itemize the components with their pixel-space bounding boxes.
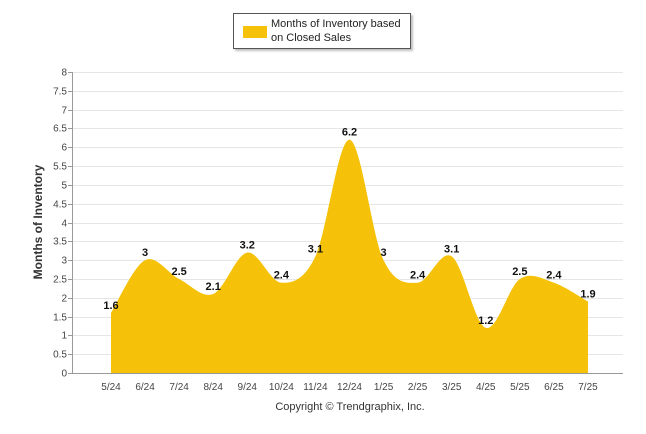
data-label: 2.4 <box>410 270 426 282</box>
x-tick-label: 5/24 <box>101 382 121 393</box>
x-tick-label: 4/25 <box>476 382 496 393</box>
y-axis-label: Months of Inventory <box>31 164 45 280</box>
y-tick-label: 7 <box>61 106 67 117</box>
data-label: 2.5 <box>512 266 527 278</box>
y-tick-label: 3.5 <box>53 237 67 248</box>
x-tick-label: 7/25 <box>578 382 598 393</box>
y-tick-label: 5 <box>61 181 67 192</box>
x-tick-label: 8/24 <box>203 382 223 393</box>
y-tick-label: 4.5 <box>53 200 67 211</box>
x-tick-label: 12/24 <box>337 382 362 393</box>
copyright-text: Copyright © Trendgraphix, Inc. <box>275 401 425 413</box>
y-tick-label: 1 <box>61 331 67 342</box>
y-tick-label: 6 <box>61 143 67 154</box>
y-tick-label: 6.5 <box>53 124 67 135</box>
series-area <box>111 139 588 373</box>
data-label: 2.4 <box>546 270 562 282</box>
data-label: 3.1 <box>444 243 459 255</box>
data-label: 3 <box>380 247 386 259</box>
x-tick-label: 6/24 <box>135 382 155 393</box>
data-label: 1.6 <box>103 300 118 312</box>
x-tick-label: 3/25 <box>442 382 462 393</box>
y-tick-label: 3 <box>61 256 67 267</box>
x-tick-label: 6/25 <box>544 382 564 393</box>
x-tick-label: 10/24 <box>269 382 294 393</box>
data-label: 1.2 <box>478 315 493 327</box>
data-label: 2.5 <box>171 266 186 278</box>
y-tick-label: 5.5 <box>53 162 67 173</box>
data-label: 3 <box>142 247 148 259</box>
y-tick-label: 7.5 <box>53 87 67 98</box>
x-tick-label: 1/25 <box>374 382 394 393</box>
data-label: 2.4 <box>274 270 290 282</box>
y-tick-label: 1.5 <box>53 313 67 324</box>
x-tick-label: 5/25 <box>510 382 530 393</box>
legend-label: Months of Inventory based on Closed Sale… <box>271 18 401 44</box>
y-tick-label: 0 <box>61 369 67 380</box>
y-tick-label: 2 <box>61 294 67 305</box>
y-tick-label: 4 <box>61 219 67 230</box>
x-tick-label: 7/24 <box>169 382 189 393</box>
data-label: 6.2 <box>342 127 357 139</box>
legend: Months of Inventory based on Closed Sale… <box>233 13 411 49</box>
data-label: 1.9 <box>580 289 595 301</box>
x-tick-label: 2/25 <box>408 382 428 393</box>
data-label: 3.1 <box>308 243 323 255</box>
y-tick-label: 2.5 <box>53 275 67 286</box>
y-tick-label: 0.5 <box>53 350 67 361</box>
data-label: 2.1 <box>206 281 221 293</box>
x-tick-label: 9/24 <box>238 382 258 393</box>
y-tick-label: 8 <box>61 68 67 79</box>
x-tick-label: 11/24 <box>303 382 328 393</box>
legend-swatch <box>243 26 267 38</box>
data-label: 3.2 <box>240 240 255 252</box>
